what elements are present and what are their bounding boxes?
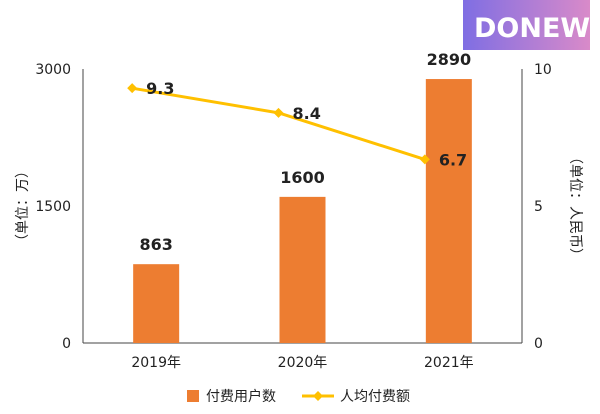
bar-value-label-0: 863 xyxy=(139,235,172,254)
x-tick-label-2: 2021年 xyxy=(424,355,474,371)
line-value-label-1: 8.4 xyxy=(293,104,321,123)
right-y-tick-label-1: 5 xyxy=(534,199,543,215)
logo-background xyxy=(463,0,590,50)
line-series-group xyxy=(127,83,430,165)
left-y-tick-label-2: 3000 xyxy=(35,62,71,78)
data-labels-group: 863 1600 2890 9.3 8.4 6.7 xyxy=(139,50,471,254)
tick-labels-group: 2019年 2020年 2021年 0 1500 3000 0 5 10 xyxy=(35,62,551,371)
line-path xyxy=(131,86,426,161)
left-y-tick-label-1: 1500 xyxy=(35,199,71,215)
left-y-tick-label-0: 0 xyxy=(62,336,71,352)
legend-swatch-marker xyxy=(313,391,323,401)
legend: 付费用户数 人均付费额 xyxy=(187,388,410,405)
bar-1 xyxy=(279,196,326,343)
right-y-tick-label-2: 10 xyxy=(534,62,552,78)
bars-group xyxy=(133,79,472,344)
legend-label-line: 人均付费额 xyxy=(340,389,410,405)
line-value-label-0: 9.3 xyxy=(146,79,174,98)
x-tick-label-0: 2019年 xyxy=(131,355,181,371)
x-tick-label-1: 2020年 xyxy=(278,355,328,371)
line-value-label-2: 6.7 xyxy=(439,150,467,169)
left-axis-title: （单位：万） xyxy=(15,164,31,248)
bar-2 xyxy=(425,79,472,344)
line-point-0 xyxy=(127,83,138,94)
line-point-1 xyxy=(273,107,284,118)
legend-swatch-bar xyxy=(187,390,199,402)
right-y-tick-label-0: 0 xyxy=(534,336,543,352)
bar-value-label-2: 2890 xyxy=(427,50,472,69)
logo-text: DONEWS xyxy=(474,13,600,44)
line-point-2 xyxy=(419,154,430,165)
bar-0 xyxy=(133,264,180,343)
legend-label-bar: 付费用户数 xyxy=(206,388,276,405)
logo: DONEWS xyxy=(463,0,600,50)
plot-area: 863 1600 2890 9.3 8.4 6.7 2019年 2020年 2021年 0 150… xyxy=(35,50,551,371)
right-axis-title: （单位：人民币） xyxy=(567,150,583,262)
bar-value-label-1: 1600 xyxy=(280,168,325,187)
